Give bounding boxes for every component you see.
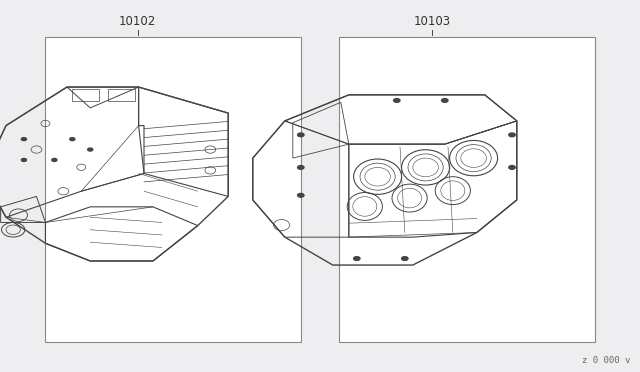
Circle shape	[509, 133, 515, 137]
Text: 10102: 10102	[119, 15, 156, 28]
Circle shape	[21, 158, 26, 161]
Circle shape	[21, 138, 26, 141]
Bar	[339, 37, 595, 342]
Circle shape	[52, 158, 57, 161]
Circle shape	[70, 138, 75, 141]
Circle shape	[298, 193, 304, 197]
Circle shape	[298, 166, 304, 169]
Circle shape	[442, 99, 448, 102]
Circle shape	[509, 166, 515, 169]
Circle shape	[298, 133, 304, 137]
Text: z 0 000 v: z 0 000 v	[582, 356, 630, 365]
Circle shape	[88, 148, 93, 151]
Circle shape	[394, 99, 400, 102]
Circle shape	[354, 257, 360, 260]
Circle shape	[402, 257, 408, 260]
Bar	[45, 37, 301, 342]
Text: 10103: 10103	[413, 15, 451, 28]
